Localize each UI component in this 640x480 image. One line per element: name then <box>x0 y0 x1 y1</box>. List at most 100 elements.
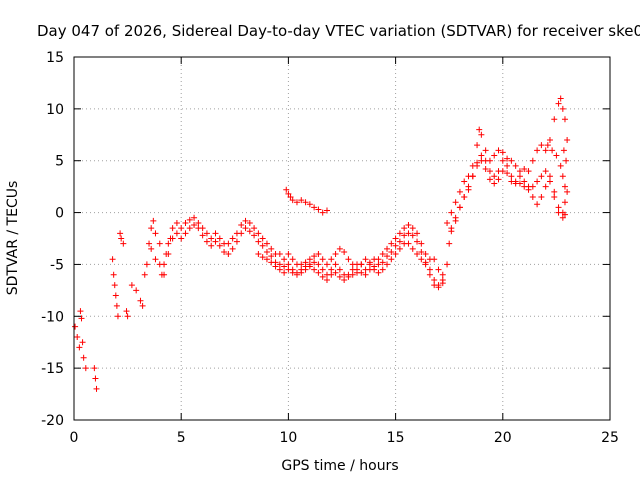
data-point <box>246 219 253 226</box>
data-point <box>349 261 356 268</box>
data-point <box>173 230 180 237</box>
data-point <box>246 228 253 235</box>
data-point <box>208 235 215 242</box>
data-point <box>418 256 425 263</box>
data-point <box>306 201 313 208</box>
data-point <box>405 240 412 247</box>
data-point <box>221 248 228 255</box>
data-series <box>109 230 131 320</box>
data-point <box>178 225 185 232</box>
y-tick-label: 5 <box>55 154 64 170</box>
data-point <box>118 235 125 242</box>
data-point <box>504 162 511 169</box>
data-point <box>474 142 481 149</box>
data-point <box>508 173 515 180</box>
data-point <box>77 308 84 315</box>
data-point <box>139 302 146 309</box>
data-point <box>521 178 528 185</box>
data-point <box>564 188 571 195</box>
data-point <box>482 147 489 154</box>
data-point <box>516 180 523 187</box>
data-point <box>315 261 322 268</box>
data-point <box>521 166 528 173</box>
data-point <box>542 183 549 190</box>
data-point <box>551 194 558 201</box>
data-point <box>465 186 472 193</box>
x-tick-label: 15 <box>387 430 405 446</box>
data-point <box>542 168 549 175</box>
data-point <box>289 256 296 263</box>
data-point <box>486 168 493 175</box>
data-point <box>276 261 283 268</box>
data-point <box>401 232 408 239</box>
data-point <box>72 323 79 330</box>
data-point <box>289 197 296 204</box>
data-point <box>349 271 356 278</box>
data-point <box>117 230 124 237</box>
data-point <box>392 235 399 242</box>
data-point <box>315 269 322 276</box>
data-point <box>212 230 219 237</box>
data-point <box>272 263 279 270</box>
data-point <box>281 263 288 270</box>
data-point <box>124 313 131 320</box>
data-point <box>414 251 421 258</box>
data-point <box>137 297 144 304</box>
data-point <box>444 261 451 268</box>
data-point <box>229 245 236 252</box>
data-point <box>143 261 150 268</box>
data-point <box>542 147 549 154</box>
data-point <box>499 168 506 175</box>
data-point <box>79 339 86 346</box>
data-point <box>478 152 485 159</box>
data-point <box>285 190 292 197</box>
data-point <box>336 245 343 252</box>
data-point <box>478 131 485 138</box>
data-point <box>293 199 300 206</box>
data-point <box>345 273 352 280</box>
data-point <box>446 240 453 247</box>
data-point <box>306 263 313 270</box>
data-point <box>551 116 558 123</box>
data-point <box>152 256 159 263</box>
data-point <box>388 240 395 247</box>
data-point <box>92 375 99 382</box>
data-point <box>255 251 262 258</box>
y-tick-label: -10 <box>41 309 64 325</box>
data-point <box>409 245 416 252</box>
data-point <box>452 199 459 206</box>
data-point <box>456 204 463 211</box>
data-point <box>555 209 562 216</box>
data-point <box>375 256 382 263</box>
y-tick-labels: -20 -15 -10 -5 0 5 10 15 <box>41 50 64 429</box>
data-point <box>123 308 130 315</box>
data-point <box>268 259 275 266</box>
data-point <box>328 271 335 278</box>
data-point <box>319 266 326 273</box>
data-point <box>508 157 515 164</box>
data-point <box>186 216 193 223</box>
y-tick-label: -5 <box>50 257 64 273</box>
data-point <box>379 251 386 258</box>
data-point <box>529 157 536 164</box>
data-point <box>315 206 322 213</box>
data-point <box>306 256 313 263</box>
data-point <box>298 197 305 204</box>
data-point <box>405 222 412 229</box>
data-point <box>298 266 305 273</box>
data-point <box>379 259 386 266</box>
data-point <box>549 147 556 154</box>
data-point <box>146 240 153 247</box>
data-point <box>268 245 275 252</box>
data-point <box>534 201 541 208</box>
data-point <box>396 245 403 252</box>
data-point <box>255 230 262 237</box>
data-point <box>448 228 455 235</box>
data-point <box>362 256 369 263</box>
data-point <box>238 230 245 237</box>
data-point <box>281 269 288 276</box>
data-point <box>263 256 270 263</box>
data-point <box>225 240 232 247</box>
data-point <box>495 147 502 154</box>
data-point <box>431 276 438 283</box>
